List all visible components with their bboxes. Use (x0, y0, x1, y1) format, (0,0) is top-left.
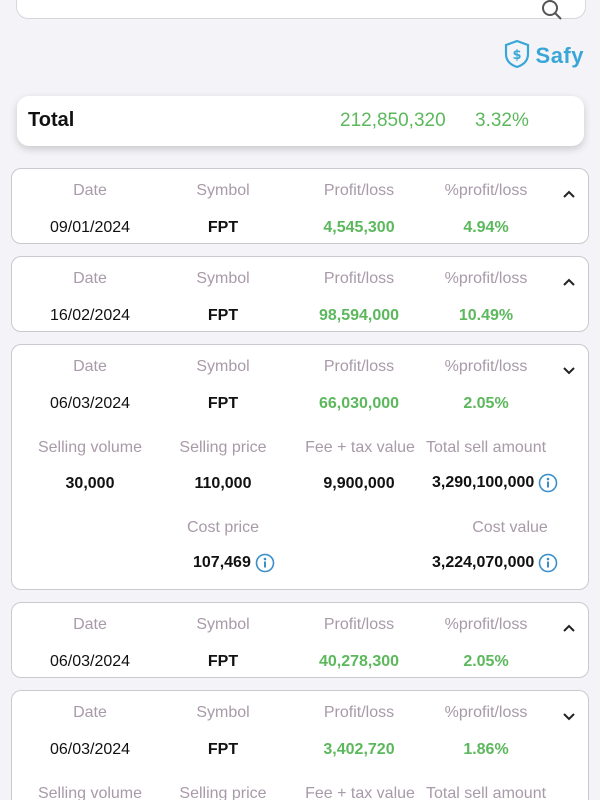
fee-tax-value: 9,900,000 (323, 475, 395, 492)
date-value: 06/03/2024 (49, 653, 131, 670)
symbol-header: Symbol (196, 704, 250, 721)
symbol-value: FPT (207, 395, 239, 412)
brand-name: Safy (535, 43, 584, 68)
symbol-value: FPT (207, 307, 239, 324)
transaction-card-expanded[interactable]: Date Symbol Profit/loss %profit/loss 06/… (11, 690, 589, 800)
info-icon[interactable] (538, 473, 558, 493)
cost-value-value: 3,224,070,000 (432, 554, 535, 572)
percent-value: 10.49% (458, 307, 514, 324)
total-sell-amount-header: Total sell amount (425, 785, 547, 800)
total-sell-amount-value: 3,290,100,000 (432, 474, 535, 492)
date-value: 16/02/2024 (49, 307, 131, 324)
percent-profit-loss-header: %profit/loss (444, 270, 528, 287)
profit-loss-value: 98,594,000 (318, 307, 400, 324)
info-icon[interactable] (538, 553, 558, 573)
selling-price-value: 110,000 (194, 475, 252, 492)
transaction-card[interactable]: Date Symbol Profit/loss %profit/loss 09/… (11, 168, 589, 244)
date-header: Date (73, 704, 107, 721)
chevron-up-icon[interactable] (562, 623, 576, 633)
search-icon[interactable] (541, 0, 563, 21)
transaction-card-expanded[interactable]: Date Symbol Profit/loss %profit/loss 06/… (11, 344, 589, 590)
symbol-value: FPT (207, 653, 239, 670)
cost-value-header: Cost value (472, 519, 548, 536)
profit-loss-header: Profit/loss (323, 616, 395, 633)
total-sell-amount-group: 3,290,100,000 (432, 473, 558, 493)
brand-logo: $ Safy (504, 39, 584, 74)
date-header: Date (73, 270, 107, 287)
total-percent: 3.32% (475, 110, 529, 131)
selling-price-header: Selling price (179, 439, 267, 456)
total-sell-amount-header: Total sell amount (425, 439, 547, 456)
date-value: 06/03/2024 (49, 395, 131, 412)
date-value: 06/03/2024 (49, 741, 131, 758)
total-value: 212,850,320 (340, 110, 446, 131)
percent-value: 2.05% (463, 395, 509, 412)
info-icon[interactable] (255, 553, 275, 573)
percent-profit-loss-header: %profit/loss (444, 704, 528, 721)
cost-price-group: 107,469 (193, 553, 275, 573)
profit-loss-value: 40,278,300 (318, 653, 400, 670)
percent-value: 1.86% (463, 741, 509, 758)
profit-loss-value: 66,030,000 (318, 395, 400, 412)
profit-loss-value: 3,402,720 (323, 741, 395, 758)
date-header: Date (73, 616, 107, 633)
percent-value: 2.05% (463, 653, 509, 670)
total-summary-card: Total 212,850,320 3.32% (17, 96, 584, 146)
symbol-header: Symbol (196, 616, 250, 633)
cost-value-group: 3,224,070,000 (432, 553, 558, 573)
selling-price-header: Selling price (179, 785, 267, 800)
transaction-card[interactable]: Date Symbol Profit/loss %profit/loss 16/… (11, 256, 589, 332)
profit-loss-header: Profit/loss (323, 704, 395, 721)
transaction-card[interactable]: Date Symbol Profit/loss %profit/loss 06/… (11, 602, 589, 678)
selling-volume-value: 30,000 (65, 475, 115, 492)
percent-profit-loss-header: %profit/loss (444, 182, 528, 199)
cost-price-value: 107,469 (193, 554, 251, 572)
date-header: Date (73, 358, 107, 375)
symbol-header: Symbol (196, 182, 250, 199)
symbol-header: Symbol (196, 270, 250, 287)
profit-loss-header: Profit/loss (323, 270, 395, 287)
symbol-value: FPT (207, 741, 239, 758)
total-label: Total (28, 109, 75, 131)
shield-icon: $ (504, 39, 530, 74)
selling-volume-header: Selling volume (37, 439, 143, 456)
profit-loss-value: 4,545,300 (323, 219, 395, 236)
percent-profit-loss-header: %profit/loss (444, 616, 528, 633)
cost-price-header: Cost price (186, 519, 260, 536)
percent-profit-loss-header: %profit/loss (444, 358, 528, 375)
svg-text:$: $ (512, 48, 521, 63)
chevron-down-icon[interactable] (562, 711, 576, 721)
profit-loss-header: Profit/loss (323, 182, 395, 199)
fee-tax-header: Fee + tax value (305, 439, 415, 456)
percent-value: 4.94% (463, 219, 509, 236)
search-box[interactable] (16, 0, 586, 21)
symbol-value: FPT (207, 219, 239, 236)
profit-loss-header: Profit/loss (323, 358, 395, 375)
selling-volume-header: Selling volume (37, 785, 143, 800)
chevron-up-icon[interactable] (562, 277, 576, 287)
symbol-header: Symbol (196, 358, 250, 375)
fee-tax-header: Fee + tax value (305, 785, 415, 800)
chevron-down-icon[interactable] (562, 365, 576, 375)
date-value: 09/01/2024 (49, 219, 131, 236)
date-header: Date (73, 182, 107, 199)
chevron-up-icon[interactable] (562, 189, 576, 199)
